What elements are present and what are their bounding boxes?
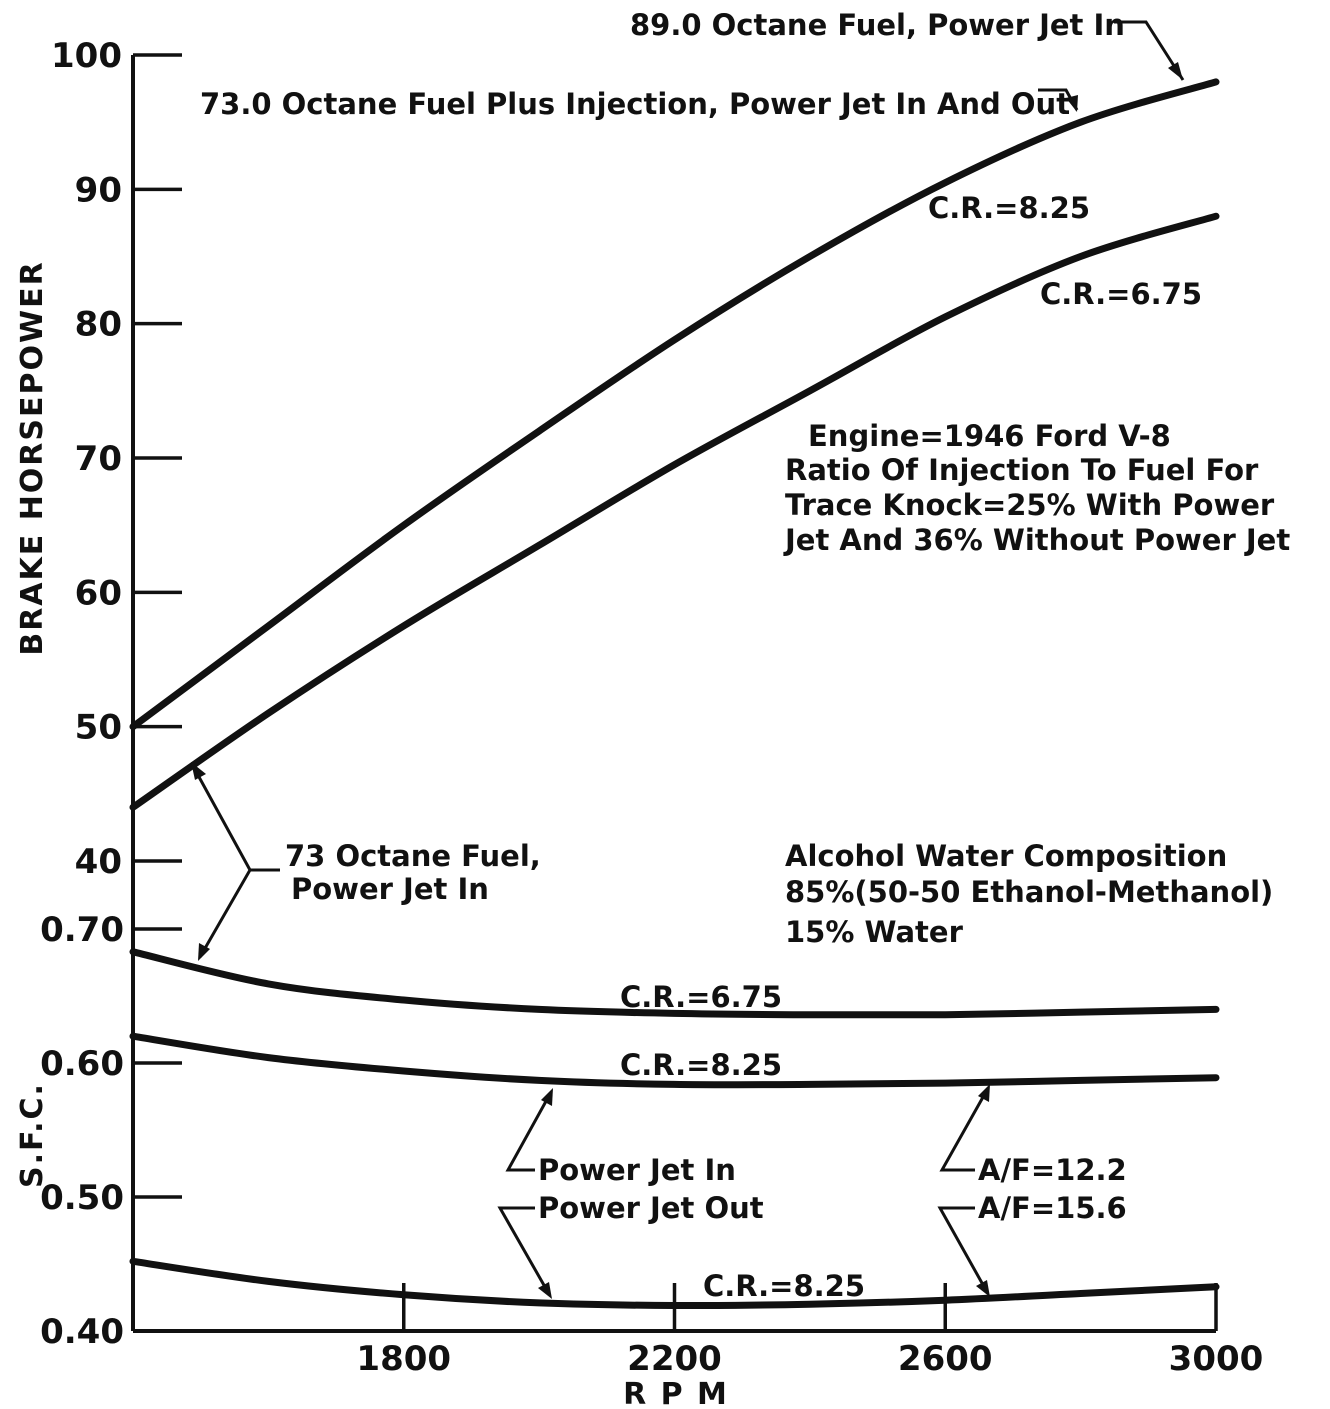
composition-note: Alcohol Water Composition 85%(50-50 Etha…: [785, 839, 1273, 949]
x-axis-title: R P M: [623, 1377, 729, 1409]
curves: [129, 78, 1220, 1310]
sfc-y-tick-label: 0.60: [40, 1044, 124, 1084]
sfc-y-axis-title: S.F.C.: [15, 1082, 50, 1188]
sfc-y-tick-label: 0.70: [40, 910, 124, 950]
arrowhead-73-injection: [1066, 95, 1078, 112]
sfc-curve-2: [129, 1257, 1220, 1310]
cr-825-power-label: C.R.=8.25: [928, 191, 1090, 225]
arrowhead-73-octane-up: [191, 762, 206, 780]
power-y-tick-label: 80: [75, 305, 122, 345]
cr-825-bottom-label: C.R.=8.25: [703, 1269, 865, 1303]
power-y-tick-label: 100: [51, 36, 122, 76]
sfc-curve-1: [129, 1032, 1220, 1089]
power-y-tick-label: 60: [75, 573, 122, 613]
arrowhead-power-jet-in: [541, 1088, 553, 1106]
power-curve-1: [129, 212, 1220, 811]
power-y-ticks: 100 90 80 70 60 50 40: [51, 36, 182, 882]
cr-675-power-label: C.R.=6.75: [1040, 277, 1202, 311]
engine-note-line: Jet And 36% Without Power Jet: [783, 523, 1290, 557]
power-y-tick-label: 70: [75, 439, 122, 479]
composition-line: Alcohol Water Composition: [785, 839, 1227, 873]
af-122-label: A/F=12.2: [978, 1153, 1127, 1187]
label-73-octane-line1: 73 Octane Fuel,: [285, 839, 541, 873]
arrowhead-power-jet-out: [538, 1282, 552, 1299]
sfc-y-tick-label: 0.40: [40, 1312, 124, 1352]
arrowhead-af-156: [976, 1280, 990, 1297]
x-tick-label: 2200: [627, 1339, 722, 1379]
leader-af-156: [937, 1206, 989, 1293]
label-89-octane: 89.0 Octane Fuel, Power Jet In: [630, 8, 1125, 42]
power-y-tick-label: 90: [75, 170, 122, 210]
power-y-tick-label: 40: [75, 842, 122, 882]
arrowhead-73-octane-down: [198, 943, 210, 961]
power-y-axis-title: BRAKE HORSEPOWER: [15, 260, 50, 655]
engine-note-line: Engine=1946 Ford V-8: [808, 419, 1171, 453]
sfc-curve-0: [129, 948, 1220, 1019]
x-ticks: 1800 2200 2600 3000: [356, 1283, 1263, 1379]
power-jet-out-label: Power Jet Out: [538, 1191, 764, 1225]
leader-power-jet-out: [497, 1206, 551, 1295]
composition-line: 85%(50-50 Ethanol-Methanol): [785, 875, 1273, 909]
x-tick-label: 3000: [1169, 1339, 1264, 1379]
leader-power-jet-in: [505, 1093, 552, 1172]
arrowhead-89-octane: [1168, 62, 1183, 80]
leader-89-octane: [1114, 20, 1185, 81]
composition-line: 15% Water: [785, 915, 964, 949]
engine-note-line: Ratio Of Injection To Fuel For: [785, 453, 1259, 487]
arrowhead-af-122: [978, 1084, 990, 1102]
cr-675-sfc-label: C.R.=6.75: [620, 980, 782, 1014]
power-curve-0: [129, 78, 1220, 731]
engine-note-line: Trace Knock=25% With Power: [785, 488, 1275, 522]
x-tick-label: 2600: [898, 1339, 993, 1379]
power-y-tick-label: 50: [75, 708, 122, 748]
af-156-label: A/F=15.6: [978, 1191, 1127, 1225]
label-73-injection: 73.0 Octane Fuel Plus Injection, Power J…: [200, 87, 1070, 121]
label-73-octane-line2: Power Jet In: [291, 872, 489, 906]
sfc-y-tick-label: 0.50: [40, 1178, 124, 1218]
leader-af-122: [939, 1089, 989, 1172]
cr-825-sfc-label: C.R.=8.25: [620, 1048, 782, 1082]
sfc-y-ticks: 0.70 0.60 0.50 0.40: [40, 910, 182, 1352]
power-jet-in-label: Power Jet In: [538, 1153, 736, 1187]
engine-note: Engine=1946 Ford V-8 Ratio Of Injection …: [783, 419, 1290, 557]
leader-73-octane: [191, 765, 280, 958]
x-tick-label: 1800: [356, 1339, 451, 1379]
